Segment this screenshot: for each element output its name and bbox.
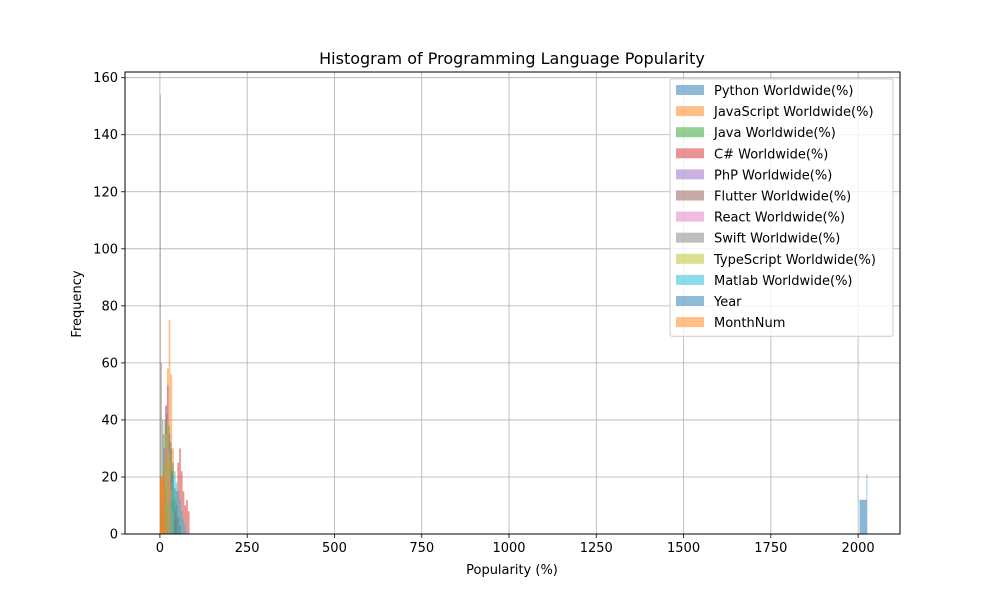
y-tick-label: 60 xyxy=(101,356,118,371)
legend-swatch xyxy=(676,106,704,117)
histogram-bar xyxy=(160,362,163,534)
legend-label: JavaScript Worldwide(%) xyxy=(713,105,874,120)
histogram-bar xyxy=(179,448,181,534)
series-year xyxy=(859,474,868,534)
y-axis-label: Frequency xyxy=(70,270,85,337)
histogram-bar xyxy=(173,471,176,534)
histogram-bar xyxy=(165,434,167,534)
histogram-bar xyxy=(180,511,183,534)
y-tick-label: 40 xyxy=(101,413,118,428)
x-tick-label: 250 xyxy=(235,541,260,556)
x-tick-label: 1250 xyxy=(580,541,613,556)
histogram-bar xyxy=(865,499,866,534)
histogram-bars xyxy=(159,94,868,534)
x-tick-label: 2000 xyxy=(842,541,875,556)
legend-swatch xyxy=(676,169,704,180)
legend-item: Java Worldwide(%) xyxy=(676,126,836,141)
legend: Python Worldwide(%) JavaScript Worldwide(… xyxy=(669,78,894,337)
legend-item: TypeScript Worldwide(%) xyxy=(676,253,876,268)
histogram-bar xyxy=(182,519,185,534)
legend-label: Swift Worldwide(%) xyxy=(714,232,840,247)
y-tick-label: 100 xyxy=(93,242,118,257)
y-tick-label: 120 xyxy=(93,185,118,200)
series-monthnum xyxy=(160,476,165,534)
histogram-bar xyxy=(177,491,180,534)
y-tick-label: 160 xyxy=(93,71,118,86)
series-matlab-worldwide xyxy=(170,471,187,534)
y-tick-label: 20 xyxy=(101,470,118,485)
legend-item: Year xyxy=(676,295,742,310)
histogram-bar xyxy=(179,499,181,534)
legend-item: C# Worldwide(%) xyxy=(676,147,828,162)
histogram-bar xyxy=(861,499,863,534)
histogram-bar xyxy=(170,499,173,534)
legend-swatch xyxy=(676,127,704,138)
legend-swatch xyxy=(676,190,704,201)
legend-swatch xyxy=(676,148,704,159)
legend-label: MonthNum xyxy=(714,316,785,331)
legend-box xyxy=(669,78,894,337)
histogram-bar xyxy=(865,499,867,534)
histogram-bar xyxy=(186,499,188,534)
legend-label: Matlab Worldwide(%) xyxy=(714,274,853,289)
legend-label: TypeScript Worldwide(%) xyxy=(713,253,876,268)
legend-item: JavaScript Worldwide(%) xyxy=(676,105,874,120)
axis-ticks: 0 250 500 750 1000 1250 1500 1750 2000 0 20 40 60 80 1… xyxy=(93,71,874,556)
legend-item: PhP Worldwide(%) xyxy=(676,168,832,183)
histogram-bar xyxy=(859,499,861,534)
histogram-bar xyxy=(862,499,864,534)
legend-label: Flutter Worldwide(%) xyxy=(714,190,851,205)
histogram-bar xyxy=(168,454,171,534)
histogram-bar xyxy=(187,511,190,534)
x-axis-label: Popularity (%) xyxy=(466,563,558,578)
y-tick-label: 0 xyxy=(110,528,118,543)
histogram-bar xyxy=(163,476,165,534)
histogram-bar xyxy=(866,474,868,534)
histogram-bar xyxy=(184,525,187,534)
histogram-bar xyxy=(166,419,169,534)
legend-label: Java Worldwide(%) xyxy=(713,126,836,141)
legend-item: React Worldwide(%) xyxy=(676,211,845,226)
histogram-bar xyxy=(860,499,862,534)
histogram-bar xyxy=(863,499,865,534)
x-tick-label: 750 xyxy=(409,541,434,556)
y-tick-label: 80 xyxy=(101,299,118,314)
legend-item: MonthNum xyxy=(676,316,785,331)
legend-swatch xyxy=(676,211,704,222)
x-tick-label: 1500 xyxy=(667,541,700,556)
histogram-bar xyxy=(862,499,864,534)
histogram-bar xyxy=(864,499,866,534)
legend-swatch xyxy=(676,85,704,95)
histogram-bar xyxy=(175,482,178,534)
histogram-bar xyxy=(182,491,185,534)
legend-item: Python Worldwide(%) xyxy=(676,84,853,99)
legend-swatch xyxy=(676,274,704,285)
legend-label: PhP Worldwide(%) xyxy=(714,168,832,183)
legend-label: Python Worldwide(%) xyxy=(714,84,853,99)
legend-label: C# Worldwide(%) xyxy=(714,147,828,162)
histogram-bar xyxy=(172,476,174,534)
y-tick-label: 140 xyxy=(93,128,118,143)
legend-swatch xyxy=(676,253,704,264)
histogram-bar xyxy=(184,505,187,534)
plot-frame xyxy=(124,71,901,535)
x-tick-label: 1000 xyxy=(492,541,525,556)
histogram-bar xyxy=(180,471,183,534)
legend-item: Matlab Worldwide(%) xyxy=(676,274,853,289)
histogram-bar xyxy=(860,499,862,534)
x-tick-label: 1750 xyxy=(754,541,787,556)
x-tick-label: 500 xyxy=(322,541,347,556)
legend-swatch xyxy=(676,232,704,243)
chart-title: Histogram of Programming Language Popula… xyxy=(319,49,705,68)
legend-swatch xyxy=(676,317,704,328)
histogram-bar xyxy=(159,94,161,534)
x-tick-label: 0 xyxy=(156,541,164,556)
legend-label: React Worldwide(%) xyxy=(714,211,845,226)
legend-item: Swift Worldwide(%) xyxy=(676,232,840,247)
legend-swatch xyxy=(676,296,704,306)
legend-item: Flutter Worldwide(%) xyxy=(676,190,851,205)
legend-label: Year xyxy=(713,295,742,310)
